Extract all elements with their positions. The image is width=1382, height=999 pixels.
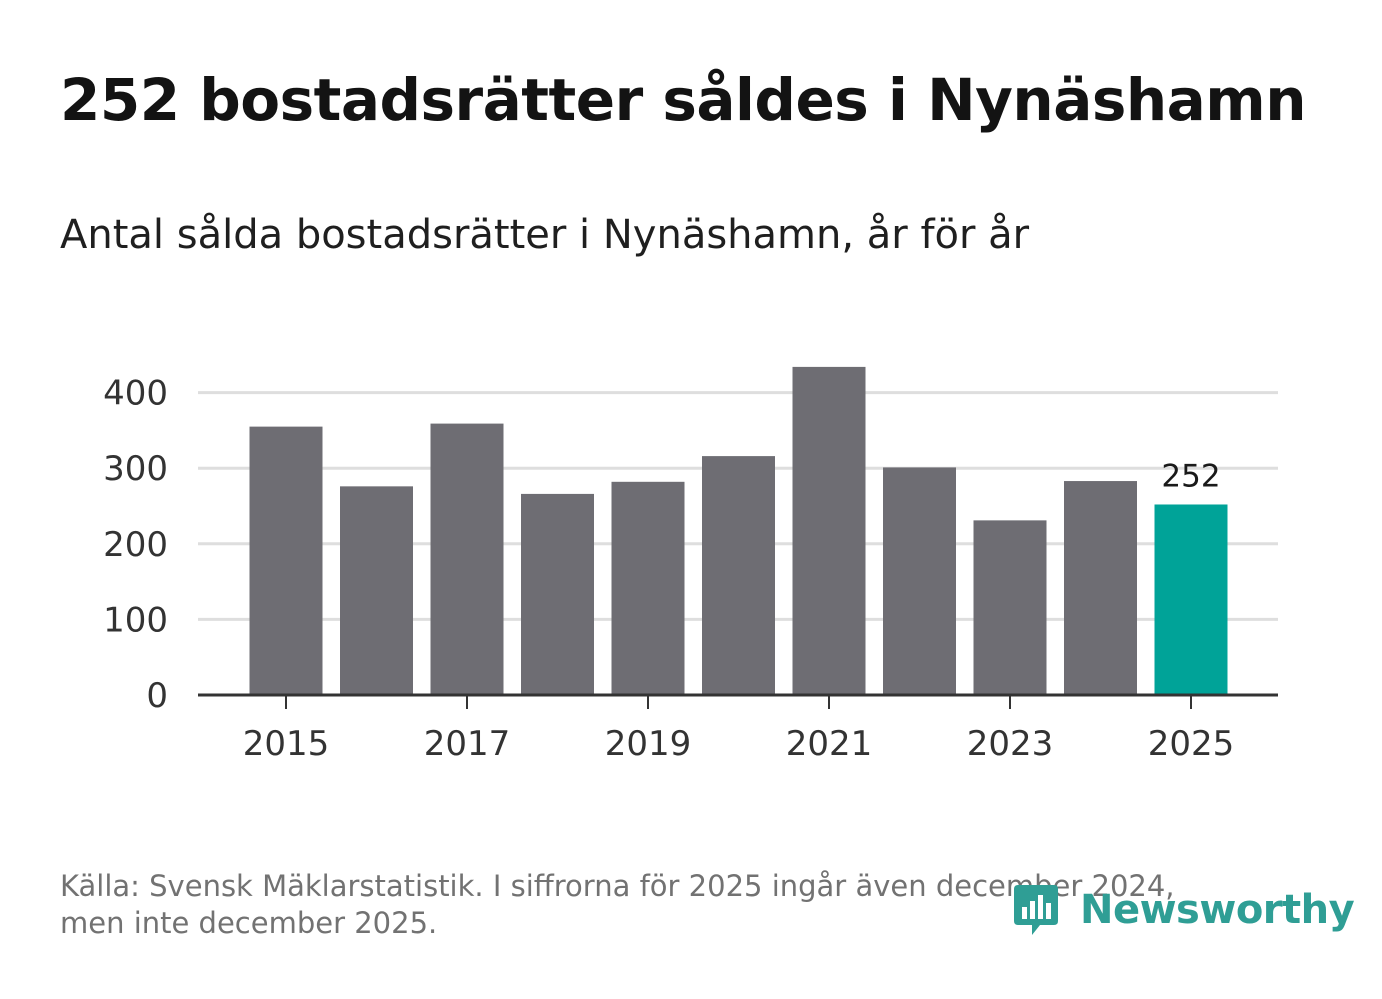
x-tick-label-2023: 2023 (967, 724, 1054, 764)
newsworthy-logo: Newsworthy (1010, 880, 1355, 940)
x-tick-label-2021: 2021 (786, 724, 873, 764)
data-labels: 252 (1161, 458, 1220, 494)
source-line-2: men inte december 2025. (60, 906, 438, 940)
bar-2019 (611, 481, 685, 695)
bar-2024 (1064, 481, 1137, 695)
bar-2018 (521, 493, 594, 695)
data-label-2025: 252 (1161, 458, 1220, 494)
y-axis-ticks: 0 100 200 300 400 (103, 374, 168, 716)
bar-2021 (792, 366, 866, 695)
chart-subtitle: Antal sålda bostadsrätter i Nynäshamn, å… (60, 212, 1030, 258)
bar-2023 (973, 520, 1047, 695)
bar-2022 (883, 467, 956, 695)
bar-2016 (340, 486, 413, 695)
x-axis-ticks: 2015 2017 2019 2021 2023 2025 (243, 695, 1235, 764)
source-line-1: Källa: Svensk Mäklarstatistik. I siffror… (60, 869, 1175, 903)
brand-name: Newsworthy (1080, 887, 1355, 933)
x-tick-label-2017: 2017 (424, 724, 511, 764)
bar-2015 (249, 426, 323, 695)
newsworthy-logo-icon (1014, 885, 1058, 935)
bar-2020 (702, 456, 775, 695)
bars (249, 366, 1228, 695)
x-tick-label-2019: 2019 (605, 724, 692, 764)
y-tick-label-300: 300 (103, 449, 168, 489)
chart-title: 252 bostadsrätter såldes i Nynäshamn (60, 66, 1307, 134)
bar-2025 (1154, 504, 1228, 695)
y-tick-label-0: 0 (146, 676, 168, 716)
y-tick-label-400: 400 (103, 374, 168, 414)
y-tick-label-100: 100 (103, 600, 168, 640)
bar-2017 (430, 423, 504, 695)
y-tick-label-200: 200 (103, 525, 168, 565)
x-tick-label-2025: 2025 (1148, 724, 1235, 764)
source-note: Källa: Svensk Mäklarstatistik. I siffror… (60, 868, 1260, 942)
x-tick-label-2015: 2015 (243, 724, 330, 764)
